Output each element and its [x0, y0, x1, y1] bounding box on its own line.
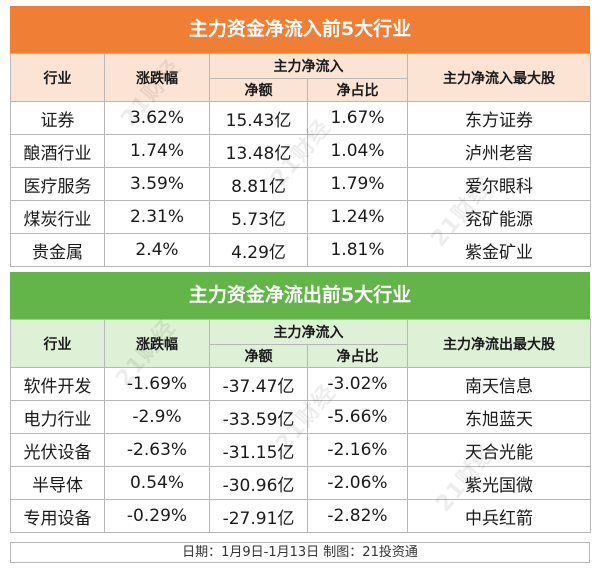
table-row: 专用设备 -0.29% -27.91亿 -2.82% 中兵红箭 [10, 499, 591, 533]
outflow-header-change: 涨跌幅 [104, 319, 210, 368]
amount-cell: 5.73亿 [209, 200, 308, 234]
ratio-cell: -3.02% [307, 367, 408, 401]
industry-cell: 半导体 [10, 466, 105, 500]
industry-cell: 光伏设备 [10, 433, 105, 467]
table-row: 电力行业 -2.9% -33.59亿 -5.66% 东旭蓝天 [10, 400, 591, 434]
outflow-header-net-amount: 净额 [209, 344, 308, 368]
change-cell: 1.74% [104, 134, 210, 168]
stock-cell: 爱尔眼科 [407, 167, 591, 201]
table-row: 贵金属 2.4% 4.29亿 1.81% 紫金矿业 [10, 233, 591, 267]
inflow-header-net-amount: 净额 [209, 78, 308, 102]
industry-cell: 医疗服务 [10, 167, 105, 201]
change-cell: 3.59% [104, 167, 210, 201]
stock-cell: 紫金矿业 [407, 233, 591, 267]
stock-cell: 南天信息 [407, 367, 591, 401]
amount-cell: -27.91亿 [209, 499, 308, 533]
industry-cell: 专用设备 [10, 499, 105, 533]
ratio-cell: 1.24% [307, 200, 408, 234]
amount-cell: 15.43亿 [209, 101, 308, 135]
stock-cell: 东方证券 [407, 101, 591, 135]
amount-cell: 13.48亿 [209, 134, 308, 168]
change-cell: -0.29% [104, 499, 210, 533]
change-cell: 2.31% [104, 200, 210, 234]
industry-cell: 电力行业 [10, 400, 105, 434]
table-row: 煤炭行业 2.31% 5.73亿 1.24% 兖矿能源 [10, 200, 591, 234]
change-cell: 0.54% [104, 466, 210, 500]
outflow-table: 行业 涨跌幅 主力净流入 主力净流出最大股 净额 净占比 软件开发 -1.69%… [10, 319, 591, 533]
stock-cell: 天合光能 [407, 433, 591, 467]
outflow-header-top-stock: 主力净流出最大股 [407, 319, 591, 368]
industry-cell: 贵金属 [10, 233, 105, 267]
inflow-header-top-stock: 主力净流入最大股 [407, 53, 591, 102]
stock-cell: 中兵红箭 [407, 499, 591, 533]
ratio-cell: 1.67% [307, 101, 408, 135]
inflow-header-industry: 行业 [10, 53, 105, 102]
ratio-cell: 1.79% [307, 167, 408, 201]
industry-cell: 酿酒行业 [10, 134, 105, 168]
industry-cell: 煤炭行业 [10, 200, 105, 234]
industry-cell: 软件开发 [10, 367, 105, 401]
change-cell: -2.63% [104, 433, 210, 467]
inflow-title: 主力资金净流入前5大行业 [10, 6, 590, 53]
inflow-header-net-ratio: 净占比 [307, 78, 408, 102]
amount-cell: -30.96亿 [209, 466, 308, 500]
ratio-cell: 1.81% [307, 233, 408, 267]
table-row: 软件开发 -1.69% -37.47亿 -3.02% 南天信息 [10, 367, 591, 401]
table-row: 医疗服务 3.59% 8.81亿 1.79% 爱尔眼科 [10, 167, 591, 201]
inflow-header-net-flow: 主力净流入 [209, 53, 408, 79]
ratio-cell: -2.82% [307, 499, 408, 533]
change-cell: -1.69% [104, 367, 210, 401]
outflow-title: 主力资金净流出前5大行业 [10, 272, 590, 319]
stock-cell: 兖矿能源 [407, 200, 591, 234]
ratio-cell: -2.06% [307, 466, 408, 500]
outflow-header-net-flow: 主力净流入 [209, 319, 408, 345]
table-row: 光伏设备 -2.63% -31.15亿 -2.16% 天合光能 [10, 433, 591, 467]
change-cell: 3.62% [104, 101, 210, 135]
stock-cell: 泸州老窖 [407, 134, 591, 168]
amount-cell: 8.81亿 [209, 167, 308, 201]
stock-cell: 东旭蓝天 [407, 400, 591, 434]
ratio-cell: -5.66% [307, 400, 408, 434]
table-row: 酿酒行业 1.74% 13.48亿 1.04% 泸州老窖 [10, 134, 591, 168]
change-cell: 2.4% [104, 233, 210, 267]
ratio-cell: -2.16% [307, 433, 408, 467]
fund-flow-infographic: 主力资金净流入前5大行业 行业 涨跌幅 主力净流入 主力净流入最大股 净额 净占… [10, 6, 591, 563]
outflow-header-net-ratio: 净占比 [307, 344, 408, 368]
change-cell: -2.9% [104, 400, 210, 434]
amount-cell: -31.15亿 [209, 433, 308, 467]
stock-cell: 紫光国微 [407, 466, 591, 500]
inflow-table: 行业 涨跌幅 主力净流入 主力净流入最大股 净额 净占比 证券 3.62% 15… [10, 53, 591, 267]
outflow-header-industry: 行业 [10, 319, 105, 368]
amount-cell: 4.29亿 [209, 233, 308, 267]
inflow-header-change: 涨跌幅 [104, 53, 210, 102]
amount-cell: -37.47亿 [209, 367, 308, 401]
amount-cell: -33.59亿 [209, 400, 308, 434]
table-row: 半导体 0.54% -30.96亿 -2.06% 紫光国微 [10, 466, 591, 500]
source-footer: 日期：1月9日-1月13日 制图：21投资通 [10, 542, 590, 563]
ratio-cell: 1.04% [307, 134, 408, 168]
table-row: 证券 3.62% 15.43亿 1.67% 东方证券 [10, 101, 591, 135]
industry-cell: 证券 [10, 101, 105, 135]
